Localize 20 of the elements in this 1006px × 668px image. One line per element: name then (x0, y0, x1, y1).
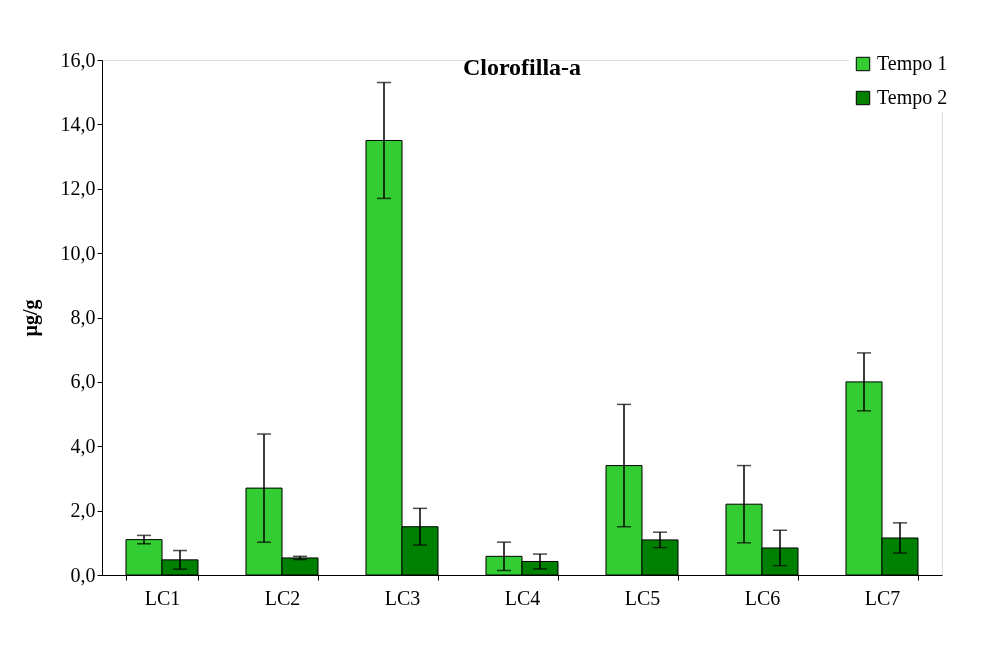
x-tick-label: LC1 (144, 586, 181, 609)
x-tick-label: LC7 (864, 586, 901, 609)
x-tick-label: LC5 (624, 586, 661, 609)
chart-title: Clorofilla-a (462, 54, 582, 80)
x-tick-label: LC2 (264, 586, 301, 609)
x-tick-label: LC6 (744, 586, 781, 609)
y-tick-label: 4,0 (70, 434, 96, 457)
y-tick-label: 12,0 (60, 177, 96, 200)
y-tick-label: 6,0 (70, 370, 96, 393)
y-tick-label: 16,0 (60, 48, 96, 71)
y-tick-label: 10,0 (60, 241, 96, 264)
y-tick-label: 14,0 (60, 112, 96, 135)
x-tick-label: LC3 (384, 586, 421, 609)
y-tick-label: 2,0 (70, 499, 96, 522)
y-axis-title: µg/g (18, 299, 42, 337)
y-tick-label: 0,0 (70, 563, 96, 586)
legend-label: Tempo 2 (877, 86, 948, 109)
legend-label: Tempo 1 (877, 52, 948, 75)
y-tick-label: 8,0 (70, 306, 96, 328)
x-tick-label: LC4 (504, 586, 541, 609)
